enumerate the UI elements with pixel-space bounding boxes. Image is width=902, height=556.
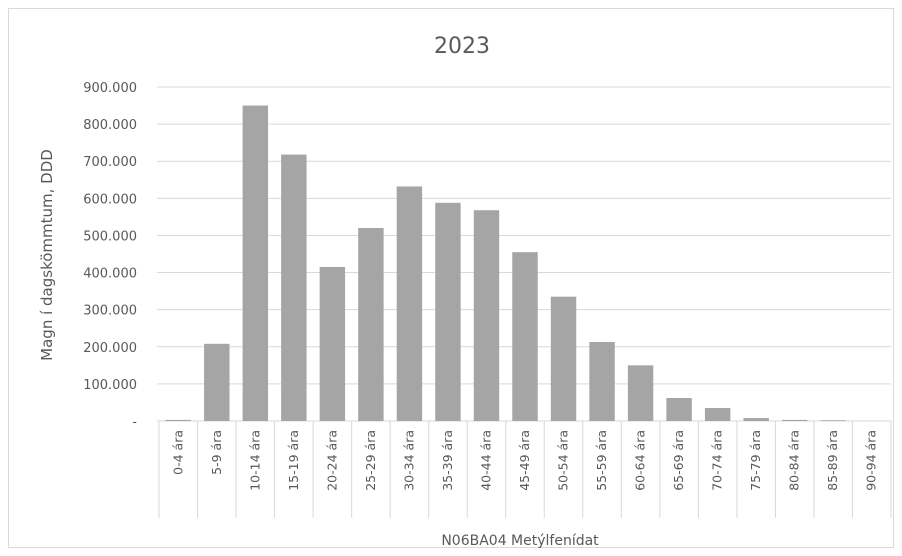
x-axis-ticks: 0-4 ára 5-9 ára 10-14 ára 15-19 ára 20-24 ár…	[170, 430, 878, 491]
x-tick-label: 55-59 ára	[594, 430, 609, 491]
y-tick-label: 400.000	[83, 267, 137, 282]
bar	[743, 418, 769, 421]
x-tick-label: 25-29 ára	[363, 430, 378, 491]
y-tick-label: 700.000	[83, 155, 137, 170]
x-tick-label: 20-24 ára	[324, 430, 339, 491]
x-tick-label: 10-14 ára	[247, 430, 262, 491]
bar	[319, 266, 346, 421]
bar	[435, 202, 461, 421]
x-tick-label: 85-89 ára	[825, 430, 840, 491]
x-tick-label: 45-49 ára	[517, 430, 532, 491]
y-tick-label: 300.000	[83, 304, 137, 319]
bar	[627, 365, 654, 421]
bar	[512, 252, 538, 421]
bar	[781, 419, 808, 421]
x-axis-label: N06BA04 Metýlfenídat	[441, 533, 599, 549]
x-tick-label: 90-94 ára	[864, 430, 879, 491]
y-tick-label: 200.000	[83, 341, 137, 356]
bar	[820, 420, 846, 421]
bar	[473, 210, 500, 421]
bar	[589, 341, 615, 421]
x-tick-label: 50-54 ára	[556, 430, 571, 491]
bar	[396, 186, 423, 421]
bar	[666, 397, 692, 421]
x-tick-label: 35-39 ára	[440, 430, 455, 491]
x-tick-label: 5-9 ára	[209, 430, 224, 475]
y-tick-label: 500.000	[83, 229, 137, 244]
bars	[165, 105, 846, 422]
bar	[704, 408, 731, 421]
bar	[550, 296, 577, 421]
bar	[165, 419, 191, 421]
y-tick-label: -	[132, 415, 137, 430]
y-tick-label: 800.000	[83, 118, 137, 133]
y-tick-label: 900.000	[83, 81, 137, 96]
chart-title: 2023	[434, 34, 490, 59]
x-tick-label: 70-74 ára	[710, 430, 725, 491]
bar	[358, 228, 384, 421]
x-tick-label: 40-44 ára	[478, 430, 493, 491]
y-tick-label: 600.000	[83, 192, 137, 207]
x-tick-label: 0-4 ára	[170, 430, 185, 475]
y-tick-label: 100.000	[83, 378, 137, 393]
x-tick-label: 15-19 ára	[286, 430, 301, 491]
bar	[281, 154, 307, 421]
bar	[204, 343, 230, 421]
gridlines	[157, 86, 891, 385]
bar	[242, 105, 269, 422]
x-tick-label: 65-69 ára	[671, 430, 686, 491]
y-axis-ticks: - 100.000 200.000 300.000 400.000 500.000 600.…	[83, 81, 137, 430]
x-tick-label: 80-84 ára	[787, 430, 802, 491]
y-axis-label: Magn í dagskömmtum, DDD	[38, 149, 56, 361]
x-tick-label: 75-79 ára	[748, 430, 763, 491]
x-tick-label: 30-34 ára	[401, 430, 416, 491]
x-tick-label: 60-64 ára	[633, 430, 648, 491]
